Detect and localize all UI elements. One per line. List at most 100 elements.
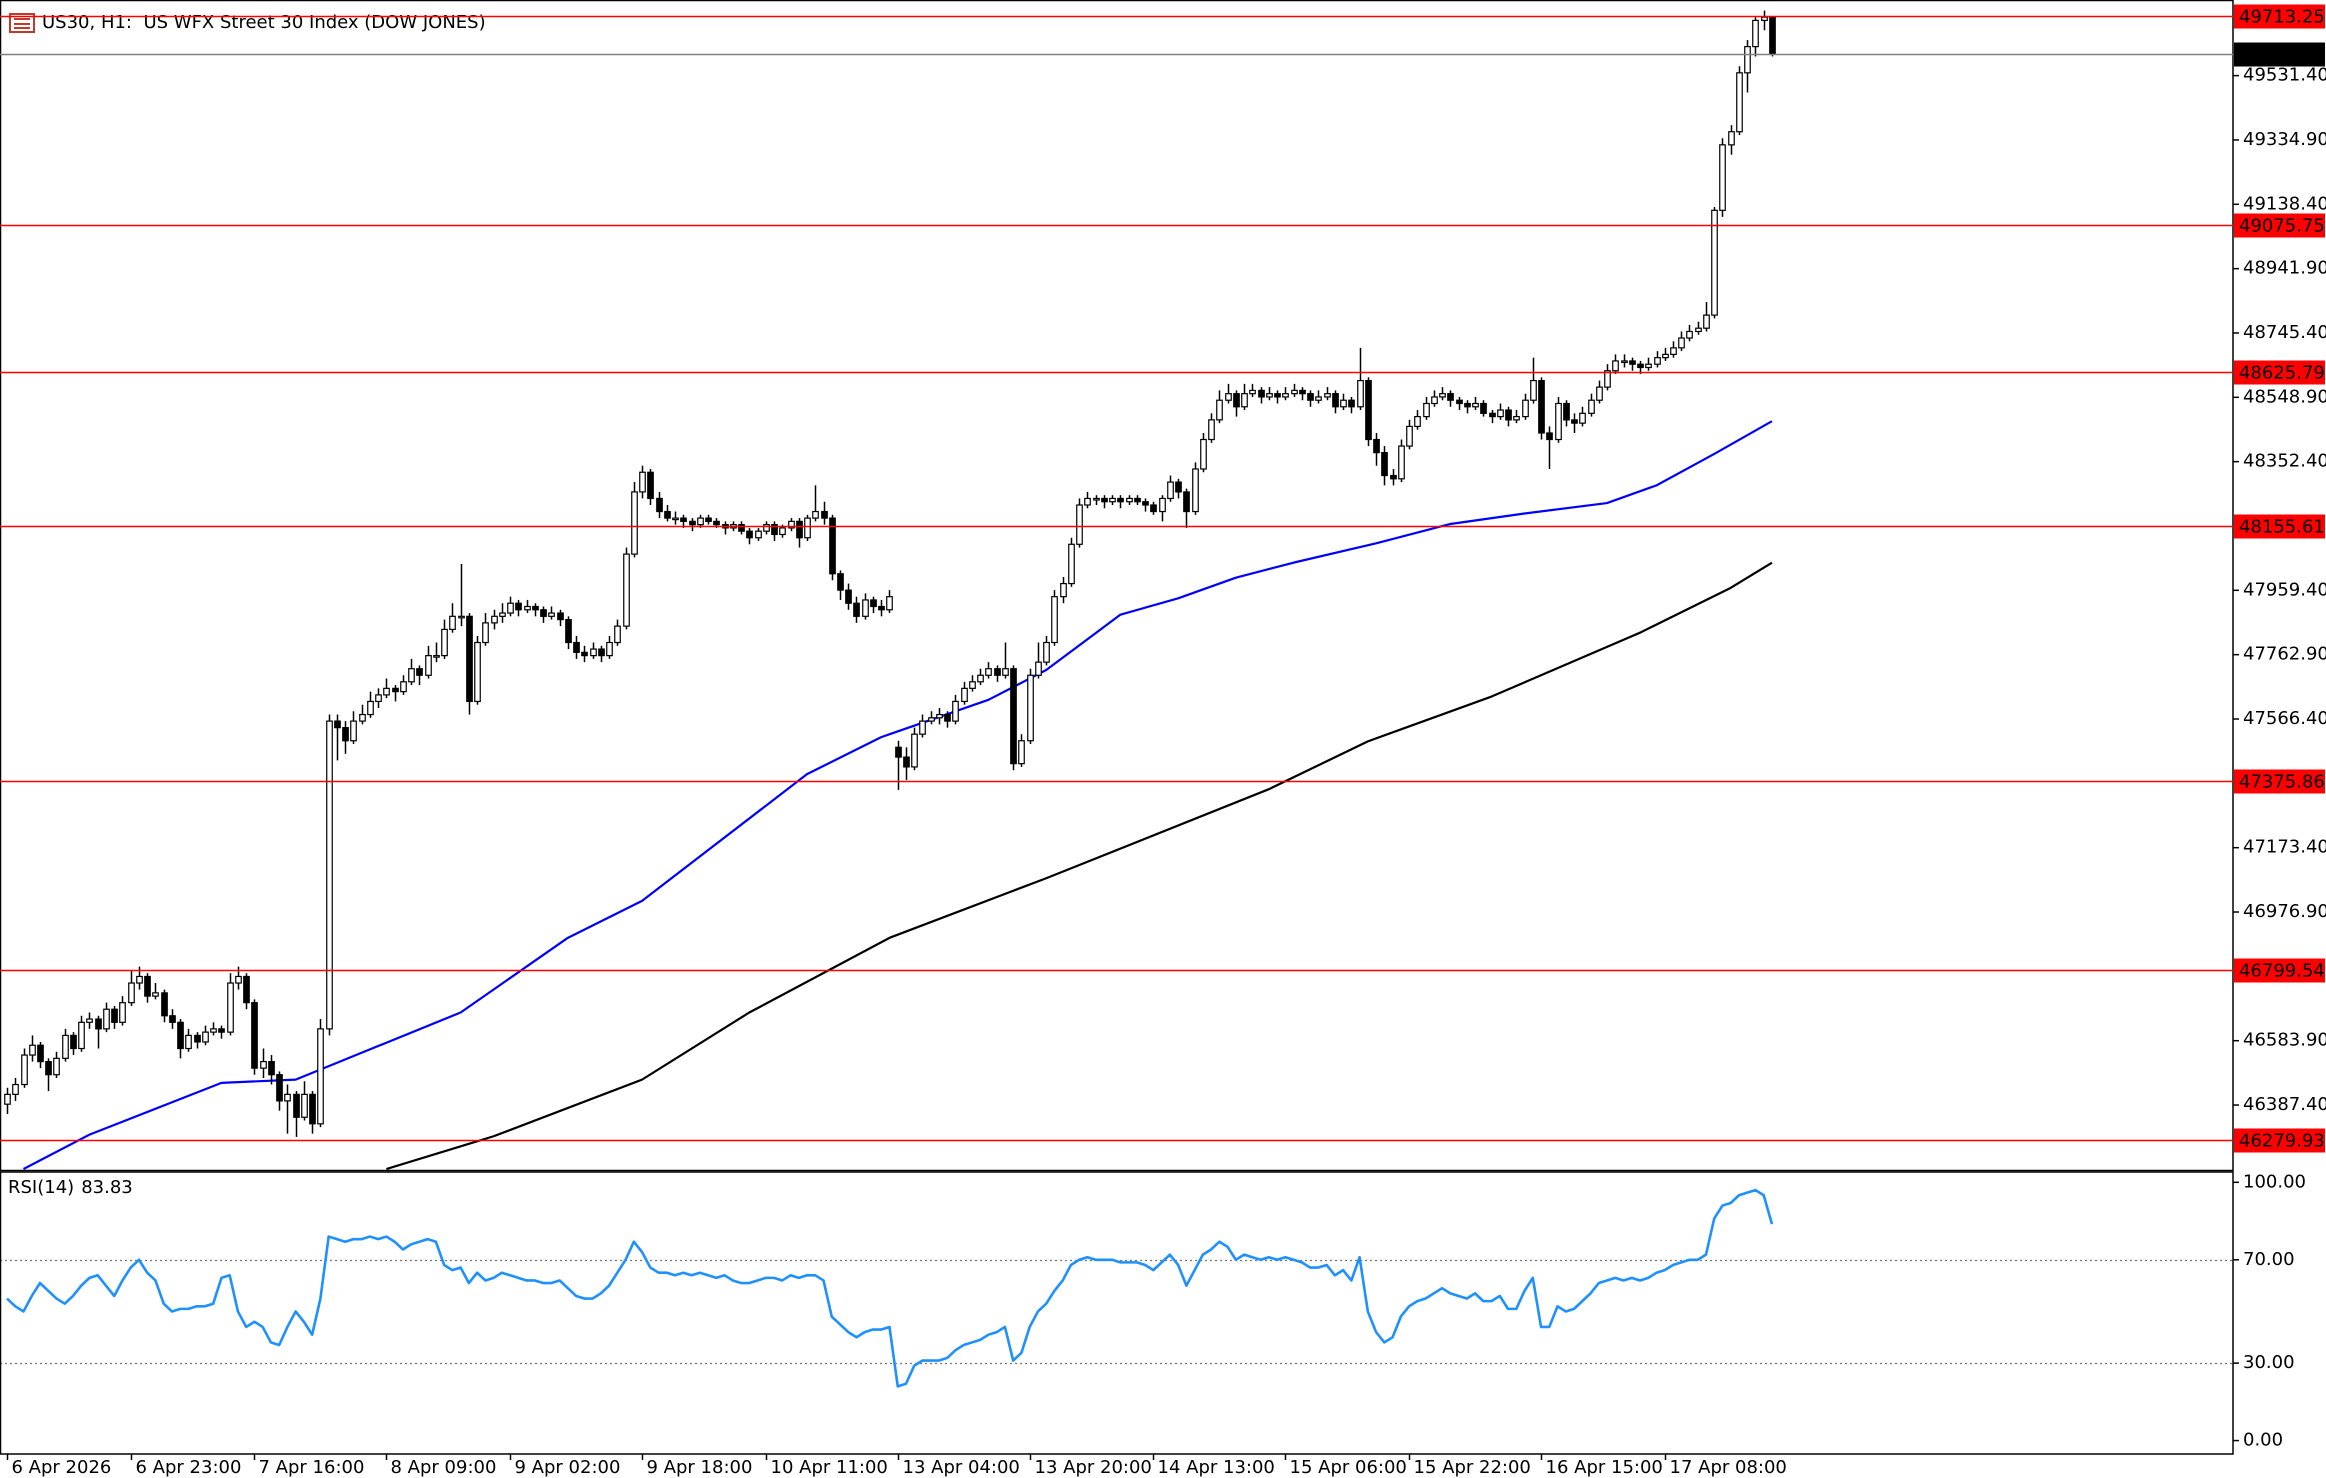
candle-body [1563,402,1570,421]
candle-body [1142,501,1149,506]
moving-average [386,561,1773,1170]
candle-body [1719,144,1726,211]
y-tick-label: 48941.90 [2243,258,2326,279]
candle-body [1183,491,1190,513]
y-tick-label: 46387.40 [2243,1094,2326,1115]
level-label: 48625.79 [2239,363,2325,384]
candle-body [1662,353,1669,359]
candle-body [309,1093,316,1125]
level-label: 49075.75 [2239,216,2325,237]
y-tick-label: 47173.40 [2243,837,2326,858]
candle-body [78,1021,85,1050]
candle-body [1010,668,1017,765]
candle-body [540,609,547,617]
candle-body [515,602,522,611]
candle-body [1208,419,1215,441]
candle-body [1398,445,1405,480]
candle-body [1431,396,1438,405]
x-tick-label: 13 Apr 20:00 [1035,1457,1152,1478]
candle-body [639,471,646,493]
candle-body [672,517,679,521]
candle-body [919,720,926,735]
x-tick-label: 10 Apr 11:00 [771,1457,888,1478]
candle-body [491,615,498,624]
x-tick-label: 8 Apr 09:00 [391,1457,497,1478]
rsi-name: RSI(14) [8,1177,74,1198]
candle-body [243,975,250,1004]
candle-body [837,573,844,591]
y-tick-label: 47762.90 [2243,644,2326,665]
level-label: 46799.54 [2239,961,2325,982]
last-price-label: 49598.08 [2239,45,2325,66]
y-tick-label: 0.00 [2243,1430,2283,1451]
candle-body [994,668,1001,676]
x-tick-label: 15 Apr 06:00 [1290,1457,1407,1478]
candle-body [210,1028,217,1033]
x-tick-label: 13 Apr 04:00 [903,1457,1020,1478]
x-tick-label: 14 Apr 13:00 [1158,1457,1275,1478]
candle-body [1109,497,1116,503]
candle-body [21,1054,28,1086]
y-tick-label: 30.00 [2243,1352,2295,1373]
candle-body [1068,543,1075,585]
candle-body [119,1002,126,1023]
level-label-box [2234,4,2325,29]
candle-body [251,1002,258,1069]
candle-body [185,1034,192,1050]
level-label-box [2234,1128,2325,1153]
candle-body [623,553,630,627]
candle-body [1274,393,1281,398]
candle-body [1192,468,1199,513]
candle-body [284,1093,291,1102]
candle-body [1744,46,1751,74]
candle-body [680,517,687,522]
candle-body [342,727,349,742]
y-tick-label: 46976.90 [2243,901,2326,922]
candle-body [136,975,143,984]
candle-body [359,713,366,722]
rsi-value: 83.83 [81,1177,133,1198]
candle-body [532,605,539,611]
candle-body [433,655,440,658]
candle-body [1480,402,1487,414]
candle-body [1464,402,1471,408]
candle-body [1678,337,1685,349]
candle-body [1307,393,1314,401]
candle-body [235,975,242,984]
candle-body [1340,399,1347,408]
candle-body [1299,389,1306,395]
candle-body [689,520,696,526]
candle-body [1645,363,1652,369]
candle-body [301,1093,308,1118]
candle-body [466,615,473,703]
candle-body [1126,497,1133,503]
level-label-box [2234,958,2325,983]
candle-body [1200,438,1207,470]
candle-body [1216,399,1223,421]
x-tick-label: 6 Apr 2026 [12,1457,112,1478]
candle-body [1051,596,1058,644]
level-label-box [2234,769,2325,794]
candle-body [1324,393,1331,398]
x-tick-label: 6 Apr 23:00 [136,1457,242,1478]
candle-body [53,1057,60,1076]
candle-body [449,615,456,631]
candle-body [1555,402,1562,441]
candle-body [1686,330,1693,339]
candle-body [317,1028,324,1125]
candle-body [1703,314,1710,329]
candle-body [95,1018,102,1030]
x-tick-label: 16 Apr 15:00 [1546,1457,1663,1478]
candle-body [961,687,968,703]
candle-body [936,713,943,719]
candle-body [656,497,663,513]
candle-body [821,510,828,519]
candle-body [1101,497,1108,503]
candle-body [70,1034,77,1050]
candle-body [1596,386,1603,401]
candle-body [952,700,959,722]
chart-title: US30, H1: US WFX Street 30 Index (DOW JO… [42,12,486,33]
candle-body [375,694,382,703]
